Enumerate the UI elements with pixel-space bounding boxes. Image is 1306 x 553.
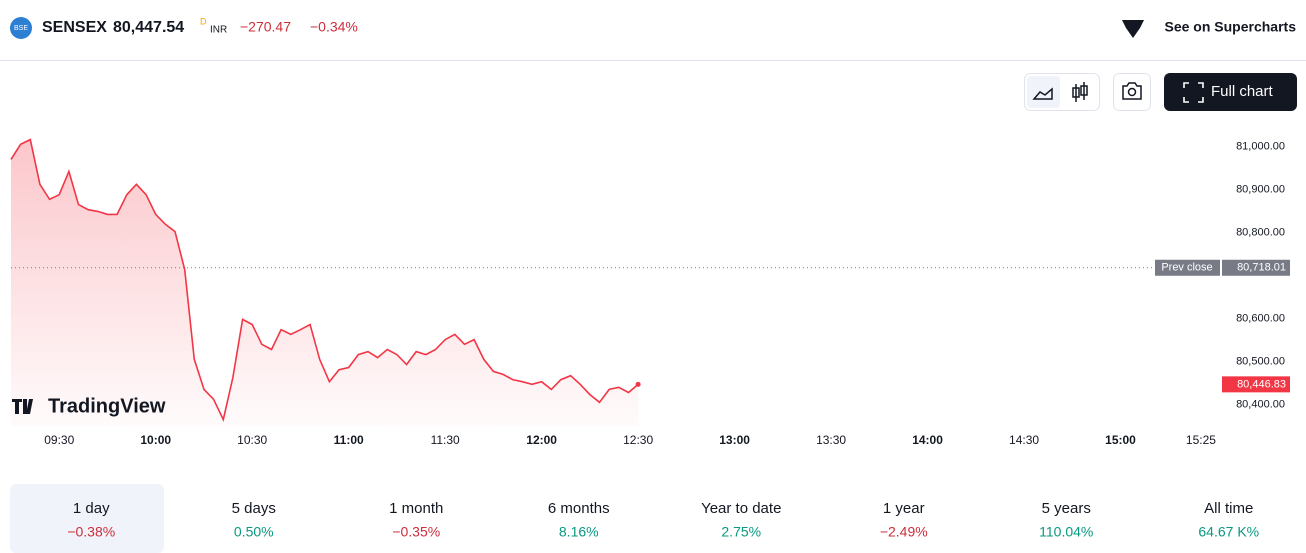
change: −270.47	[240, 19, 291, 35]
price: 80,447.54	[113, 19, 184, 36]
period-label: Year to date	[701, 500, 781, 517]
period-change: 110.04%	[1039, 524, 1093, 540]
supercharts-icon[interactable]	[1122, 20, 1144, 38]
x-tick-label: 15:00	[1105, 433, 1136, 447]
period-button[interactable]	[10, 484, 173, 553]
flag: D	[200, 16, 207, 26]
period-label: 5 years	[1042, 500, 1091, 517]
period-selected	[10, 484, 164, 553]
currency: INR	[210, 25, 227, 36]
line-icon	[1032, 87, 1053, 100]
period-change: 64.67 K%	[1198, 524, 1259, 540]
x-tick-label: 10:30	[237, 433, 267, 447]
x-tick-label: 15:25	[1186, 433, 1216, 447]
x-tick-label: 12:30	[623, 433, 653, 447]
period-button[interactable]	[823, 484, 986, 553]
period-label: 1 month	[389, 500, 443, 517]
y-tick-label: 80,800.00	[1236, 226, 1285, 238]
periods: 1 day −0.38% 5 days 0.50% 1 month −0.35% 6 mon…	[10, 484, 1306, 553]
symbol: SENSEX	[42, 19, 107, 36]
period-button[interactable]	[985, 484, 1148, 553]
line-type-button[interactable]	[1027, 76, 1060, 108]
prev-close-name: Prev close	[1161, 262, 1212, 274]
watermark-logo	[12, 399, 33, 414]
prev-close-box	[1222, 259, 1290, 276]
period-label: 1 year	[883, 500, 925, 517]
price-line	[10, 138, 639, 423]
period-change: −0.35%	[392, 524, 440, 540]
camera-icon	[1122, 82, 1142, 100]
x-tick-label: 13:30	[816, 433, 846, 447]
full-chart-button[interactable]	[1164, 73, 1297, 111]
y-tick-label: 80,900.00	[1236, 183, 1285, 195]
expand-icon	[1183, 82, 1204, 103]
logo-text: BSE	[14, 25, 28, 32]
x-tick-label: 11:00	[334, 433, 364, 447]
y-tick-label: 80,500.00	[1236, 355, 1285, 367]
prev-close-value: 80,718.01	[1237, 262, 1286, 274]
full-chart-label[interactable]: Full chart	[1211, 83, 1274, 100]
period-button[interactable]	[498, 484, 661, 553]
period-button[interactable]	[173, 484, 336, 553]
period-button[interactable]	[335, 484, 498, 553]
y-tick-label: 80,400.00	[1236, 398, 1285, 410]
x-tick-label: 14:30	[1009, 433, 1039, 447]
candle-icon[interactable]	[1072, 82, 1088, 102]
x-tick-label: 13:00	[719, 433, 750, 447]
camera-lens	[1127, 87, 1137, 97]
chart: 80,400.00 80,500.00 80,600.00 80,800.00 80,9…	[10, 138, 1290, 447]
period-change: 2.75%	[721, 524, 761, 540]
x-tick-label: 11:30	[431, 433, 460, 447]
period-label: 5 days	[232, 500, 276, 517]
period-change: −2.49%	[880, 524, 928, 540]
period-change: −0.38%	[67, 524, 115, 540]
y-tick-label: 81,000.00	[1236, 140, 1285, 152]
period-change: 8.16%	[559, 524, 599, 540]
snapshot-button[interactable]	[1113, 73, 1151, 111]
watermark: TradingView	[48, 395, 166, 417]
supercharts-link[interactable]: See on Supercharts	[1165, 19, 1297, 35]
x-tick-label: 10:00	[140, 433, 171, 447]
last-point	[635, 381, 641, 387]
period-button[interactable]	[1148, 484, 1306, 553]
prev-close-tag	[1155, 259, 1220, 276]
period-button[interactable]	[660, 484, 823, 553]
x-tick-label: 09:30	[44, 433, 74, 447]
x-tick-label: 12:00	[526, 433, 557, 447]
period-label: All time	[1204, 500, 1253, 517]
last-price-box	[1222, 376, 1290, 393]
period-label: 6 months	[548, 500, 610, 517]
last-price-label: 80,446.83	[1237, 378, 1286, 390]
period-change: 0.50%	[234, 524, 274, 540]
change-pct: −0.34%	[310, 19, 358, 35]
logo	[10, 17, 32, 39]
y-tick-label: 80,600.00	[1236, 312, 1285, 324]
x-tick-label: 14:00	[912, 433, 943, 447]
period-label: 1 day	[73, 500, 110, 517]
